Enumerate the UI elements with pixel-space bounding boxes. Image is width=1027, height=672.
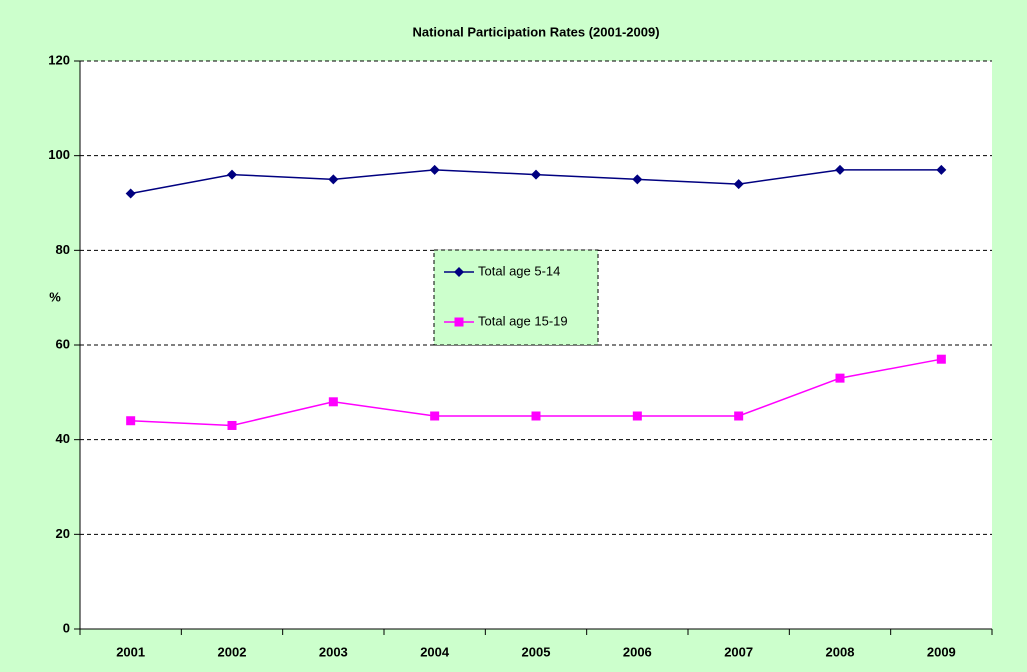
- marker: [227, 169, 237, 180]
- marker: [531, 169, 541, 180]
- y-tick-label: 0: [63, 620, 70, 635]
- y-tick-label: 120: [48, 52, 70, 67]
- x-tick-label: 2002: [218, 644, 247, 659]
- marker: [632, 174, 643, 185]
- marker: [454, 267, 464, 277]
- marker: [328, 397, 338, 407]
- marker: [835, 373, 845, 383]
- x-tick-label: 2005: [522, 644, 551, 659]
- marker: [328, 174, 339, 185]
- y-tick-label: 80: [56, 242, 70, 257]
- marker: [454, 317, 464, 327]
- marker: [430, 411, 440, 421]
- legend-box: [433, 249, 599, 346]
- x-tick-label: 2004: [420, 644, 450, 659]
- chart-title: National Participation Rates (2001-2009): [412, 24, 659, 39]
- marker: [734, 411, 744, 421]
- y-tick-label: 20: [56, 526, 70, 541]
- x-tick-label: 2003: [319, 644, 348, 659]
- marker: [936, 164, 947, 175]
- marker: [125, 188, 136, 199]
- y-axis-label: %: [49, 289, 61, 304]
- marker: [126, 416, 136, 426]
- y-tick-label: 100: [48, 147, 70, 162]
- y-tick-label: 60: [56, 336, 70, 351]
- marker: [835, 164, 845, 175]
- marker: [632, 411, 642, 421]
- marker: [531, 411, 541, 421]
- marker: [936, 354, 946, 364]
- x-tick-label: 2009: [927, 644, 956, 659]
- marker: [733, 179, 744, 190]
- x-tick-label: 2006: [623, 644, 652, 659]
- y-tick-label: 40: [56, 431, 70, 446]
- legend-label: Total age 5-14: [478, 263, 560, 278]
- legend-label: Total age 15-19: [478, 313, 568, 328]
- marker: [429, 164, 440, 175]
- x-tick-label: 2001: [116, 644, 145, 659]
- marker: [227, 420, 237, 430]
- x-tick-label: 2007: [724, 644, 753, 659]
- x-tick-label: 2008: [826, 644, 855, 659]
